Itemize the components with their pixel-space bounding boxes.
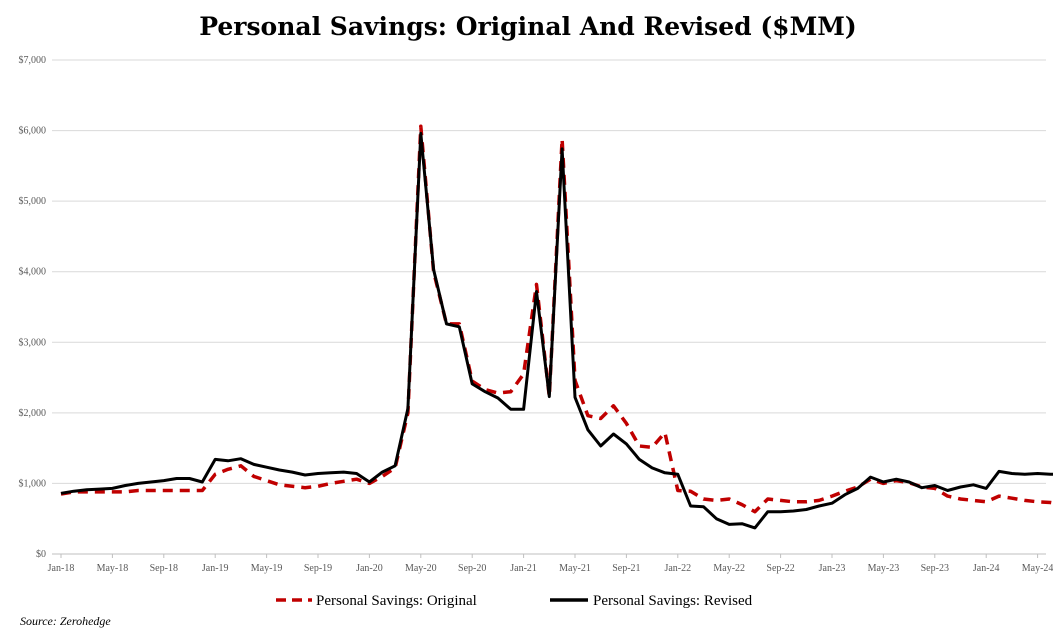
y-tick-label: $4,000: [19, 267, 47, 278]
y-tick-label: $1,000: [19, 478, 47, 489]
series-line-original: [60, 124, 1053, 514]
legend-label-original: Personal Savings: Original: [316, 593, 477, 609]
x-tick-label: Sep-22: [766, 563, 794, 574]
x-tick-label: May-24: [1022, 563, 1053, 574]
chart-title: Personal Savings: Original And Revised (…: [199, 12, 857, 41]
source-note: Source: Zerohedge: [20, 614, 111, 628]
x-tick-label: Sep-20: [458, 563, 486, 574]
x-tick-label: Jan-22: [664, 563, 691, 574]
x-tick-label: May-18: [97, 563, 129, 574]
x-tick-label: Jan-24: [973, 563, 1000, 574]
x-tick-label: May-23: [868, 563, 900, 574]
x-tick-label: Jan-18: [48, 563, 75, 574]
y-tick-label: $7,000: [19, 55, 47, 66]
x-tick-label: Sep-23: [921, 563, 949, 574]
y-tick-label: $2,000: [19, 408, 47, 419]
series-line-revised: [60, 131, 1053, 530]
y-axis-ticks: $0 $1,000 $2,000 $3,000 $4,000 $5,000 $6,000 $7…: [19, 55, 47, 560]
x-tick-label: May-21: [559, 563, 591, 574]
series-lines: [60, 124, 1053, 530]
y-tick-label: $0: [36, 549, 46, 560]
x-axis-ticks: Jan-18 May-18 Sep-18 Jan-19 May-19 Sep-19 Jan-…: [48, 554, 1053, 574]
y-tick-label: $5,000: [19, 196, 47, 207]
y-tick-label: $3,000: [19, 337, 47, 348]
x-tick-label: Jan-21: [510, 563, 537, 574]
legend-label-revised: Personal Savings: Revised: [593, 593, 753, 609]
y-tick-label: $6,000: [19, 126, 47, 137]
x-tick-label: Sep-18: [150, 563, 178, 574]
x-tick-label: Jan-23: [819, 563, 846, 574]
x-tick-label: Sep-21: [612, 563, 640, 574]
x-tick-label: Sep-19: [304, 563, 332, 574]
x-tick-label: Jan-19: [202, 563, 229, 574]
x-tick-label: May-20: [405, 563, 437, 574]
grid-lines: [52, 59, 1046, 484]
x-tick-label: May-19: [251, 563, 283, 574]
x-tick-label: May-22: [713, 563, 745, 574]
x-tick-label: Jan-20: [356, 563, 383, 574]
legend: Personal Savings: Original Personal Savi…: [276, 593, 753, 609]
